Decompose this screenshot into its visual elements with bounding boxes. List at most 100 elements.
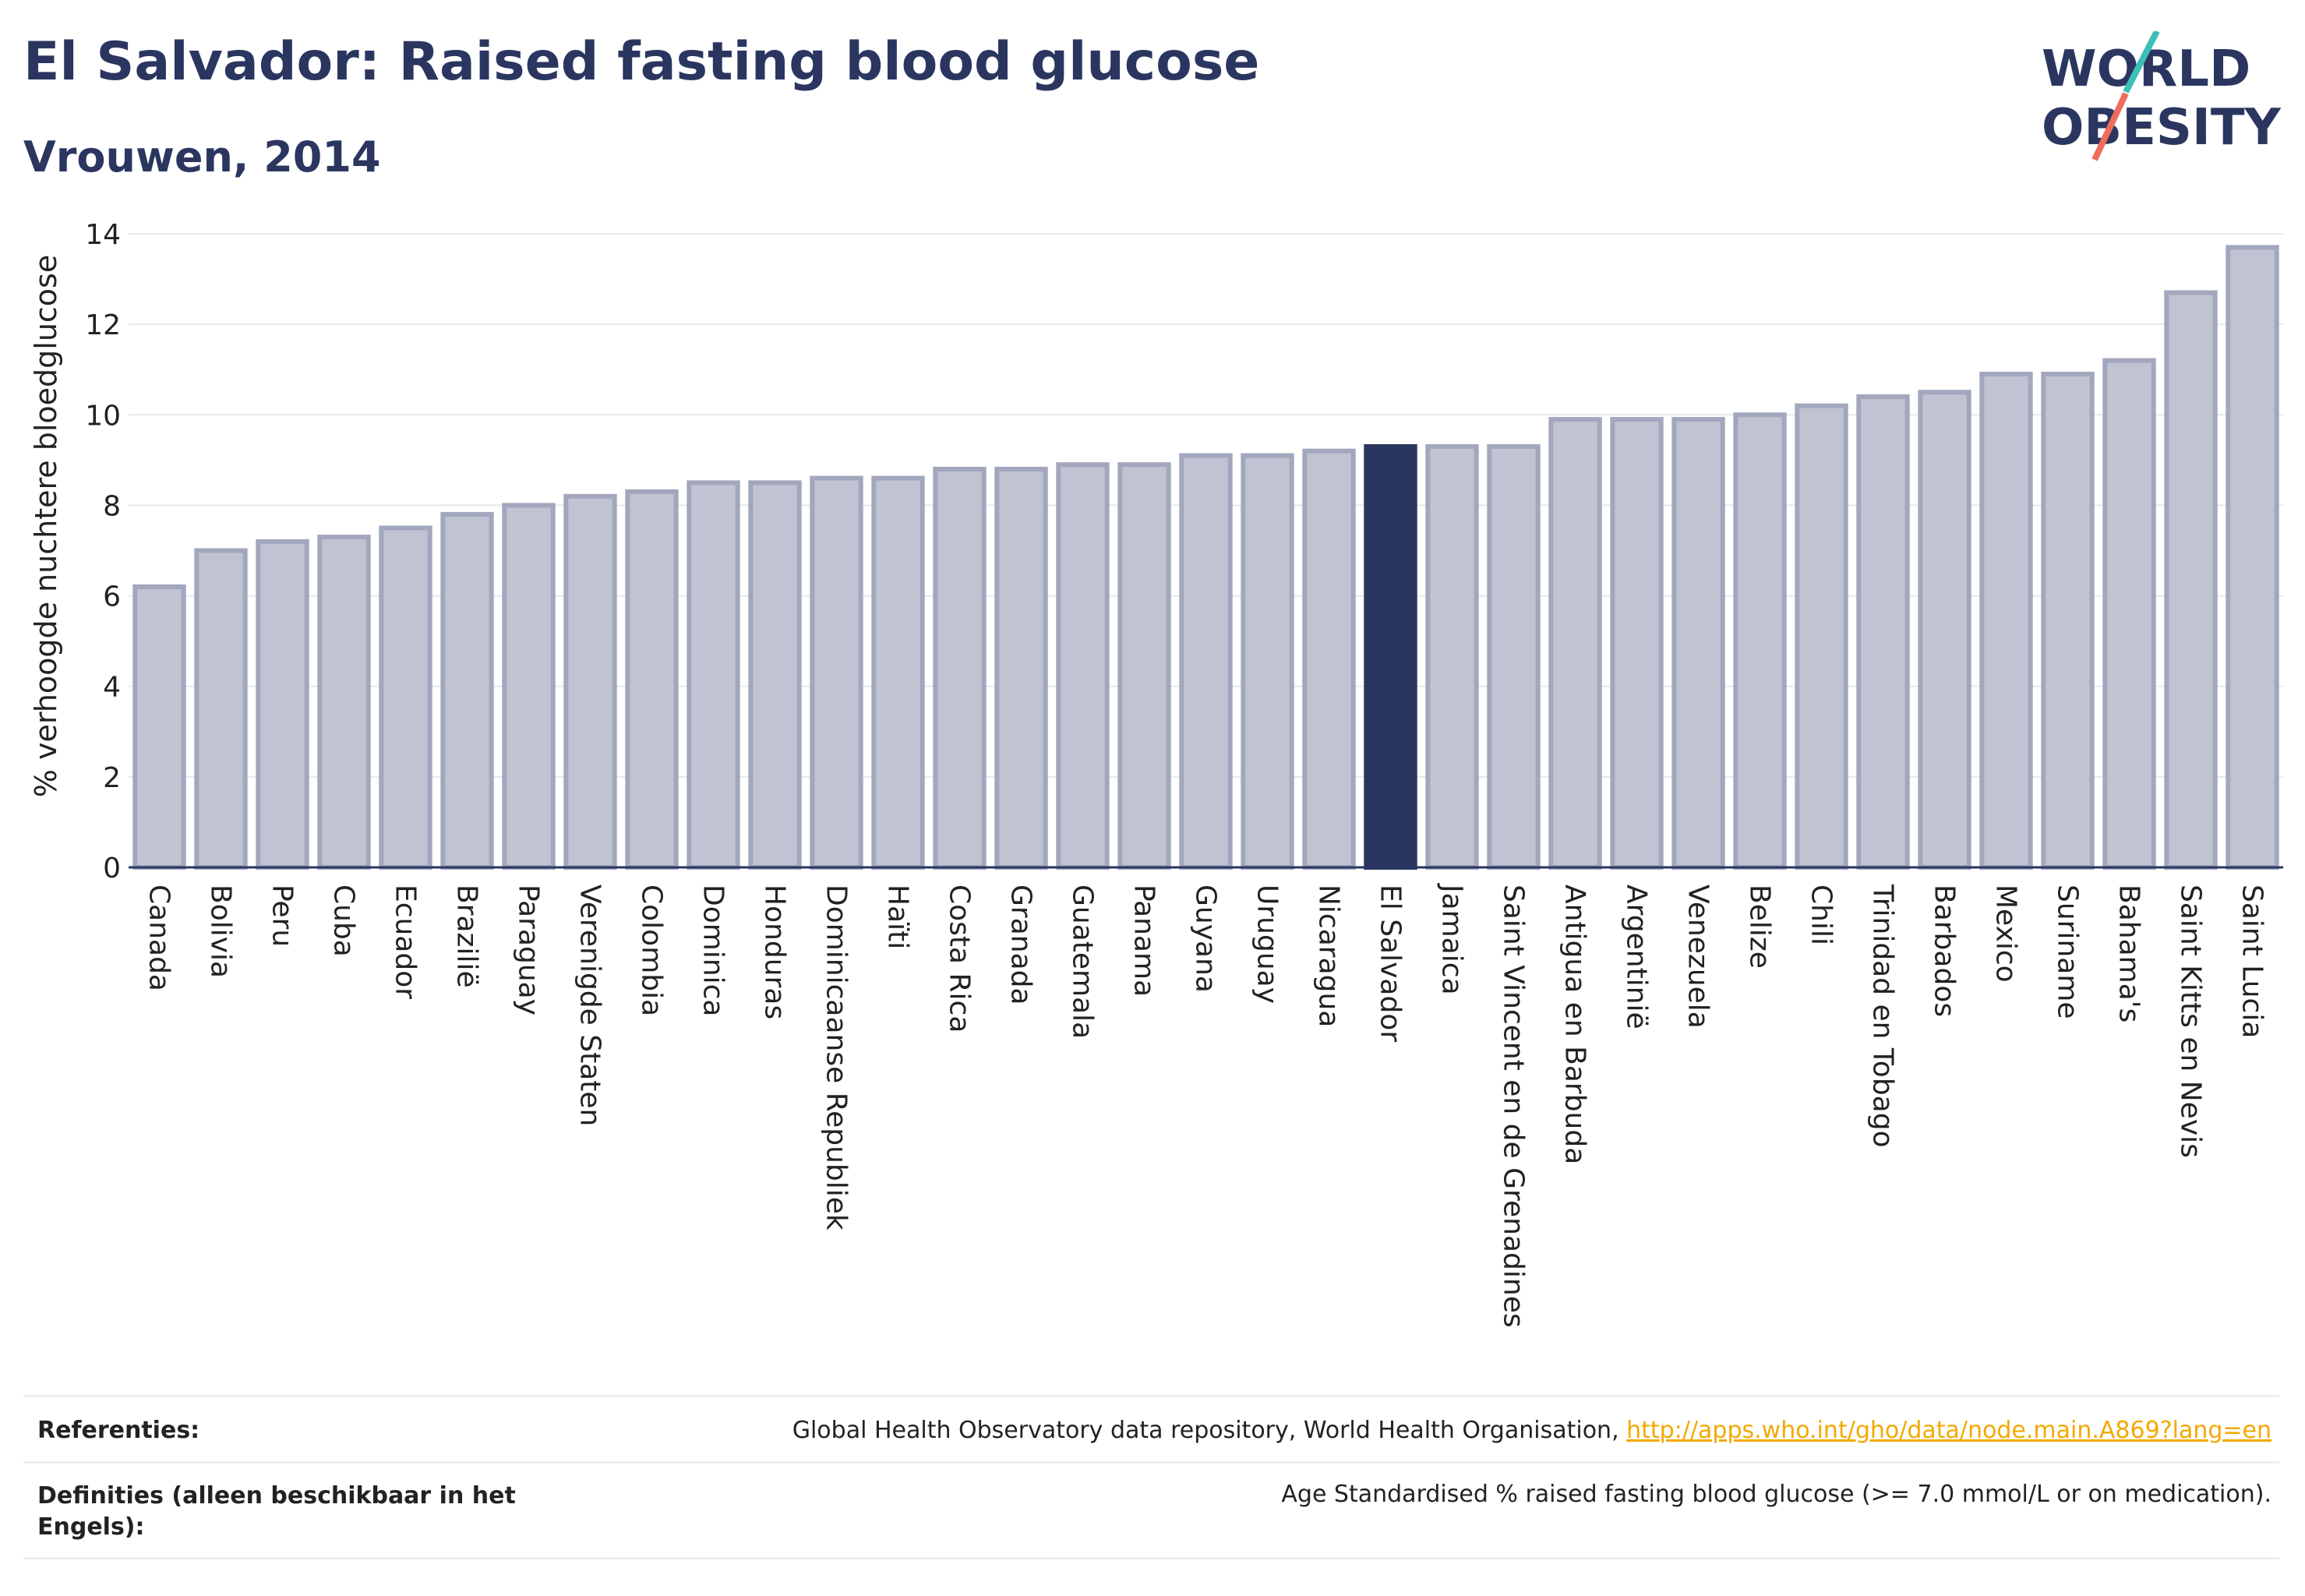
bar-nicaragua <box>1302 448 1356 870</box>
bar-mexico <box>1979 372 2033 870</box>
bar-ha-ti <box>871 475 925 870</box>
x-tick-label: Haïti <box>882 885 914 949</box>
bar-suriname <box>2041 372 2095 870</box>
x-tick-label: Ecuador <box>390 885 422 999</box>
world-obesity-logo: WORLD OBESITY <box>2042 31 2281 161</box>
x-tick-label: El Salvador <box>1375 885 1407 1042</box>
x-tick-label: Colombia <box>636 885 668 1016</box>
y-tick-label: 10 <box>85 400 121 432</box>
bar-dominicaanse-republiek <box>810 475 863 870</box>
definitions-label: Definities (alleen beschikbaar in het En… <box>37 1481 516 1543</box>
logo-slash-teal <box>2123 31 2160 94</box>
y-tick-label: 2 <box>103 762 121 794</box>
footer-divider-top <box>23 1395 2279 1397</box>
bar-saint-kitts-en-nevis <box>2164 290 2218 870</box>
logo-line-2: OBESITY <box>2042 99 2281 157</box>
bar-ecuador <box>379 525 432 870</box>
bars <box>132 245 2279 870</box>
x-tick-label: Cuba <box>328 885 360 957</box>
x-tick-label: Guatemala <box>1067 885 1099 1039</box>
logo-slash-coral <box>2091 92 2129 161</box>
footer-divider-bottom <box>23 1557 2279 1559</box>
x-tick-label: Chili <box>1806 885 1837 945</box>
x-tick-label: Jamaica <box>1436 883 1468 995</box>
x-tick-label: Granada <box>1005 885 1037 1005</box>
x-tick-label: Argentinië <box>1621 885 1653 1029</box>
bar-barbados <box>1918 390 1971 870</box>
references-link[interactable]: http://apps.who.int/gho/data/node.main.A… <box>1626 1417 2271 1444</box>
bar-saint-vincent-en-de-grenadines <box>1487 443 1541 870</box>
x-tick-label: Honduras <box>759 885 791 1019</box>
x-tick-label: Nicaragua <box>1313 885 1345 1027</box>
x-tick-label: Trinidad en Tobago <box>1867 884 1899 1148</box>
y-tick-label: 6 <box>103 581 121 613</box>
x-axis-labels: Canada Bolivia Peru Cuba Ecuador Brazilië Para… <box>143 883 2268 1328</box>
x-tick-label: Peru <box>267 885 298 947</box>
bar-granada <box>994 466 1048 870</box>
bar-cuba <box>317 535 371 870</box>
x-tick-label: Suriname <box>2052 885 2084 1019</box>
references-text: Global Health Observatory data repositor… <box>792 1417 2271 1444</box>
x-tick-label: Dominicaanse Republiek <box>821 885 852 1231</box>
bar-honduras <box>748 480 802 870</box>
bar-peru <box>256 538 309 870</box>
bar-dominica <box>687 480 740 870</box>
x-tick-label: Costa Rica <box>944 885 976 1033</box>
x-tick-label: Antigua en Barbuda <box>1559 885 1591 1164</box>
bar-argentini- <box>1610 417 1664 870</box>
x-tick-label: Canada <box>143 885 175 991</box>
page-title: El Salvador: Raised fasting blood glucos… <box>23 31 1260 93</box>
x-tick-label: Saint Kitts en Nevis <box>2175 885 2207 1158</box>
bar-venezuela <box>1671 417 1725 870</box>
bar-uruguay <box>1241 453 1294 870</box>
bar-saint-lucia <box>2226 245 2279 870</box>
x-tick-label: Venezuela <box>1682 885 1714 1029</box>
x-tick-label: Belize <box>1744 885 1776 969</box>
bar-antigua-en-barbuda <box>1548 417 1602 870</box>
y-axis-label: % verhoogde nuchtere bloedglucose <box>29 255 63 797</box>
y-tick-label: 8 <box>103 490 121 522</box>
bar-panama <box>1117 462 1171 870</box>
bar-bahama-s <box>2102 358 2156 870</box>
bar-trinidad-en-tobago <box>1856 394 1910 870</box>
x-tick-label: Guyana <box>1190 885 1222 993</box>
footer: Referenties: Global Health Observatory d… <box>23 1395 2279 1562</box>
y-tick-label: 4 <box>103 672 121 704</box>
bar-guatemala <box>1056 462 1110 870</box>
bar-guyana <box>1179 453 1233 870</box>
bar-bolivia <box>194 548 248 870</box>
x-tick-label: Brazilië <box>451 885 483 988</box>
bar-chart: 0 2 4 6 8 10 12 14 Canada Bolivia Peru Cuba Ecuador… <box>29 219 2283 1328</box>
x-tick-label: Bolivia <box>205 885 237 978</box>
bar-costa-rica <box>933 466 987 870</box>
x-tick-label: Saint Vincent en de Grenadines <box>1498 885 1530 1328</box>
x-tick-label: Bahama's <box>2113 885 2145 1022</box>
y-tick-label: 14 <box>85 219 121 251</box>
x-tick-label: Saint Lucia <box>2236 885 2268 1038</box>
bar-verenigde-staten <box>563 493 617 870</box>
references-source: Global Health Observatory data repositor… <box>792 1417 1627 1444</box>
definitions-label-line-2: Engels): <box>37 1513 145 1541</box>
bar-brazili- <box>440 512 494 870</box>
bar-paraguay <box>502 503 556 870</box>
x-tick-label: Paraguay <box>513 885 545 1015</box>
bar-belize <box>1733 412 1787 870</box>
references-label: Referenties: <box>37 1417 200 1444</box>
definitions-label-line-1: Definities (alleen beschikbaar in het <box>37 1482 516 1509</box>
x-tick-label: Mexico <box>1990 885 2022 983</box>
x-tick-label: Verenigde Staten <box>574 885 606 1126</box>
x-tick-label: Uruguay <box>1251 885 1283 1004</box>
bar-chili <box>1795 403 1848 870</box>
x-tick-label: Panama <box>1128 885 1160 997</box>
x-tick-label: Dominica <box>697 885 729 1017</box>
footer-divider-middle <box>23 1461 2279 1464</box>
bar-canada <box>132 584 186 870</box>
bar-jamaica <box>1425 443 1479 870</box>
y-tick-label: 0 <box>103 853 121 885</box>
definitions-text: Age Standardised % raised fasting blood … <box>1281 1481 2271 1508</box>
y-axis-ticks: 0 2 4 6 8 10 12 14 <box>85 219 121 885</box>
x-tick-label: Barbados <box>1929 885 1961 1017</box>
chart-subtitle: Vrouwen, 2014 <box>23 132 381 182</box>
bar-colombia <box>625 489 679 870</box>
bar-el-salvador <box>1364 443 1417 870</box>
